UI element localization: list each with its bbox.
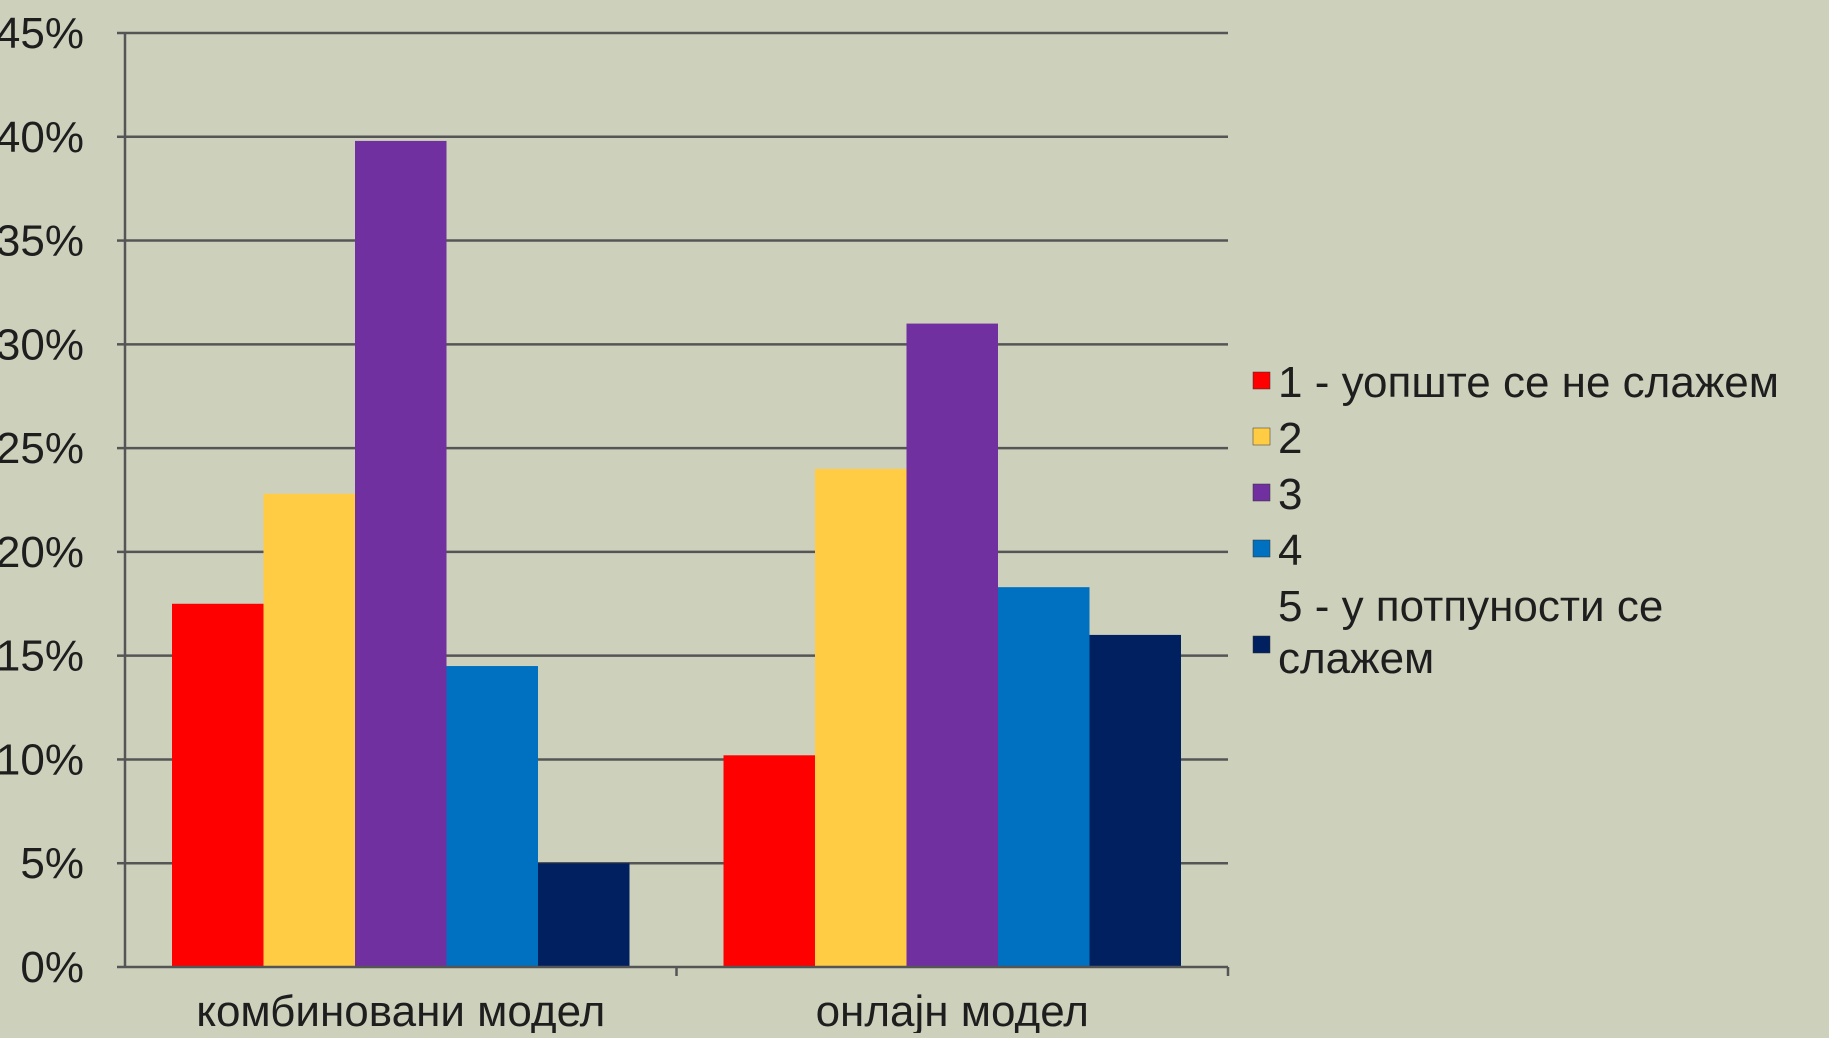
legend-label-4: 4 — [1278, 526, 1302, 575]
bar-series-5-cat-1 — [538, 863, 630, 967]
legend-swatch-2 — [1252, 427, 1271, 446]
bar-series-1-cat-1 — [172, 603, 264, 967]
bars — [172, 140, 1181, 968]
y-tick-label: 5% — [20, 839, 84, 888]
bar-series-2-cat-1 — [263, 493, 355, 967]
legend-label-2: 2 — [1278, 414, 1302, 463]
bar-series-3-cat-2 — [906, 323, 998, 968]
y-tick-label: 30% — [0, 320, 84, 369]
legend-swatch-3 — [1252, 483, 1271, 502]
x-category-label: онлајн модел — [816, 987, 1089, 1033]
y-tick-label: 35% — [0, 217, 84, 266]
y-tick-label: 25% — [0, 424, 84, 473]
legend: 1 - уопште се не слажем 2 3 4 5 - у потпунос… — [1252, 358, 1779, 683]
x-category-label: комбиновани модел — [196, 987, 605, 1033]
y-tick-label: 15% — [0, 632, 84, 681]
y-tick-label: 10% — [0, 735, 84, 784]
legend-label-1: 1 - уопште се не слажем — [1278, 358, 1779, 407]
axes: 0% 5% 10% 15% 20% 25% 30% 35% 40% 45% комбиновани … — [0, 9, 1230, 1036]
bar-series-4-cat-2 — [998, 587, 1090, 967]
bar-series-2-cat-2 — [815, 468, 907, 967]
legend-label-3: 3 — [1278, 470, 1302, 519]
bar-series-4-cat-1 — [446, 666, 538, 967]
y-tick-label: 45% — [0, 9, 84, 58]
y-tick-label: 40% — [0, 113, 84, 162]
y-tick-label: 20% — [0, 528, 84, 577]
legend-swatch-1 — [1252, 371, 1271, 390]
bar-series-1-cat-2 — [723, 755, 815, 967]
legend-swatch-5 — [1252, 635, 1271, 654]
legend-swatch-4 — [1252, 539, 1271, 558]
legend-label-5: 5 - у потпуности се слажем — [1278, 582, 1663, 683]
bar-series-5-cat-2 — [1089, 634, 1181, 967]
bar-series-3-cat-1 — [355, 140, 447, 967]
y-tick-label: 0% — [20, 943, 84, 992]
